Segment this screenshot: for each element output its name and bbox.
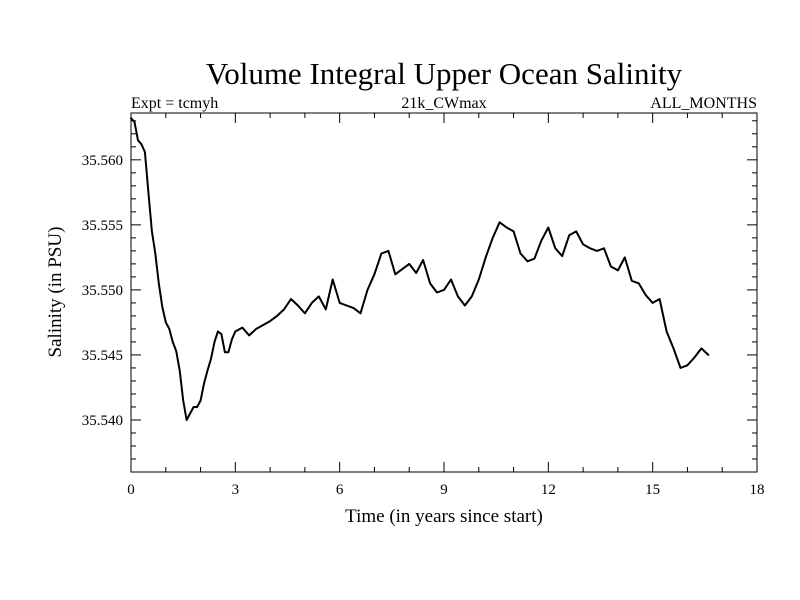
x-tick-label: 3 xyxy=(232,482,240,498)
y-tick-label: 35.545 xyxy=(82,348,123,364)
chart-title: Volume Integral Upper Ocean Salinity xyxy=(206,56,683,91)
subtitle-run-name: 21k_CWmax xyxy=(401,95,486,112)
y-tick-label: 35.540 xyxy=(82,413,123,429)
salinity-series-line xyxy=(130,117,710,421)
subtitle-experiment: Expt = tcmyh xyxy=(131,95,218,112)
x-axis-tick-labels: 0 3 6 9 12 15 18 xyxy=(127,482,764,498)
y-tick-label: 35.550 xyxy=(82,283,123,299)
x-tick-label: 12 xyxy=(541,482,556,498)
x-tick-label: 9 xyxy=(440,482,448,498)
x-tick-label: 18 xyxy=(750,482,765,498)
x-tick-label: 15 xyxy=(645,482,660,498)
y-axis-tick-labels: 35.540 35.545 35.550 35.555 35.560 xyxy=(82,153,123,429)
x-tick-label: 0 xyxy=(127,482,135,498)
plot-frame xyxy=(130,112,758,473)
x-tick-label: 6 xyxy=(336,482,344,498)
x-axis-ticks xyxy=(130,113,758,472)
subtitle-months: ALL_MONTHS xyxy=(650,95,757,112)
y-axis-ticks xyxy=(131,120,757,473)
x-axis-label: Time (in years since start) xyxy=(345,506,543,527)
y-tick-label: 35.555 xyxy=(82,218,123,234)
y-tick-label: 35.560 xyxy=(82,153,123,169)
y-axis-label: Salinity (in PSU) xyxy=(45,227,66,358)
